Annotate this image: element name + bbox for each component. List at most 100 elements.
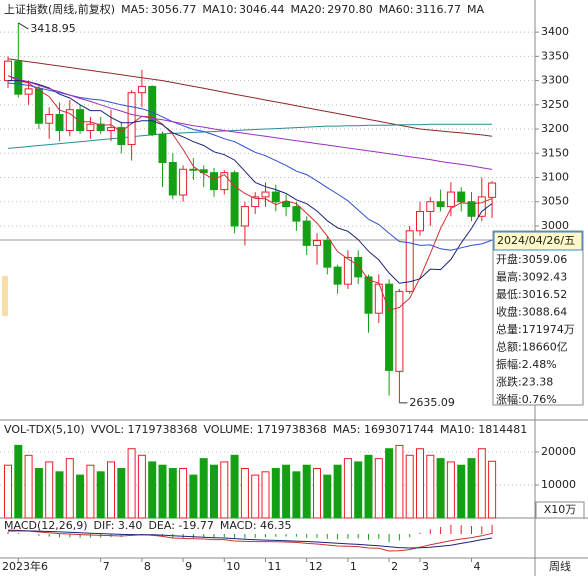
y-tick-label: 10000 xyxy=(541,478,576,491)
volume-bar xyxy=(189,474,198,519)
volume-bar xyxy=(302,464,311,519)
info-row: 涨幅:0.76% xyxy=(496,393,557,406)
candle-body xyxy=(220,172,229,191)
candle-body xyxy=(261,191,270,198)
candle-body xyxy=(405,230,414,292)
info-row: 总额:18660亿 xyxy=(496,340,568,354)
candle-body xyxy=(292,206,301,222)
max-label: 3418.95 xyxy=(30,22,76,35)
volume-bar xyxy=(179,468,188,519)
ma-line xyxy=(8,80,493,284)
volume-bar xyxy=(488,460,497,519)
candle-body xyxy=(446,191,455,208)
volume-header: VOLUME: 1719738368 xyxy=(204,423,327,436)
legend-value: 3116.77 xyxy=(415,3,461,16)
ma-line xyxy=(7,75,493,311)
candle-body xyxy=(240,206,249,227)
candle-body xyxy=(24,88,33,95)
x-tick-label: 1 xyxy=(350,560,357,573)
volume-bar xyxy=(137,454,146,519)
header-more: MA xyxy=(467,3,484,16)
volume-bar xyxy=(364,454,373,519)
info-row: 总量:171974万 xyxy=(496,322,575,336)
volume-bar xyxy=(343,458,352,519)
candle-body xyxy=(282,201,291,208)
volume-bar xyxy=(34,468,43,519)
x-tick-label: 2023年6 xyxy=(2,559,48,573)
grid: 3000 3050 3100 3150 3200 3250 3300 3350 3400 1000… xyxy=(0,25,576,573)
candle-body xyxy=(34,88,43,124)
candle-body xyxy=(158,133,167,163)
volume-header: VVOL: 1719738368 xyxy=(91,423,198,436)
min-label: 2635.09 xyxy=(409,396,455,409)
candle-body xyxy=(55,114,64,132)
volume-bar xyxy=(65,458,74,519)
volume-header: MA5: 1693071744 xyxy=(333,423,434,436)
ma-line xyxy=(7,123,493,149)
legend-name: MA20: xyxy=(291,3,326,16)
candle-body xyxy=(168,161,177,196)
candle-body xyxy=(426,201,435,212)
legend-value: 3056.77 xyxy=(151,3,197,16)
period: 周线 xyxy=(549,559,571,573)
legend-name: MA5: xyxy=(121,3,149,16)
volume-bar xyxy=(45,461,54,519)
candle-body xyxy=(457,191,466,203)
max-pointer xyxy=(18,22,29,30)
x-tick-label: 3 xyxy=(422,560,429,573)
candle-body xyxy=(65,109,74,132)
volume-bar xyxy=(210,464,218,519)
candle-body xyxy=(467,201,476,217)
x-tick-label: 12 xyxy=(309,560,323,573)
info-row: 振幅:2.48% xyxy=(496,357,557,371)
candle-body xyxy=(436,201,445,208)
volume-bar xyxy=(240,468,249,519)
candle-body xyxy=(117,127,126,146)
volume-bar xyxy=(86,464,95,519)
candle-body xyxy=(107,127,115,132)
volume-bar xyxy=(292,471,301,519)
info-date: 2024/04/26/五 xyxy=(497,234,575,247)
y-tick-label: 3350 xyxy=(541,49,569,62)
volume-bar xyxy=(323,474,332,519)
y-tick-label: 3200 xyxy=(541,122,569,135)
volume-bar xyxy=(117,468,126,519)
y-tick-label: 3100 xyxy=(541,171,569,184)
candle-body xyxy=(333,266,342,285)
volume-bar xyxy=(127,448,136,519)
volume-bar xyxy=(477,448,486,519)
x-tick-label: 8 xyxy=(144,560,151,573)
volume-bar xyxy=(96,471,105,519)
candle-body xyxy=(271,191,280,203)
candle-body xyxy=(488,182,497,198)
candle-body xyxy=(364,276,373,314)
volume-bar xyxy=(230,454,239,519)
side-handle[interactable] xyxy=(2,276,8,316)
x-tick-label: 11 xyxy=(268,560,282,573)
y-tick-label: 20000 xyxy=(541,445,576,458)
volume-bar xyxy=(354,461,363,519)
volume-bar xyxy=(199,458,208,519)
info-row: 收盘:3088.64 xyxy=(496,305,567,319)
candle-body xyxy=(179,168,188,196)
volume-bar xyxy=(395,444,404,519)
candle-body xyxy=(127,92,136,146)
candle-body xyxy=(416,210,424,232)
volume-bar xyxy=(282,464,291,519)
y-tick-label: 3400 xyxy=(541,25,569,38)
volume-bar xyxy=(261,471,270,519)
ma-line xyxy=(7,58,493,137)
y-tick-label: 3300 xyxy=(541,74,569,87)
volume-bar xyxy=(313,468,321,519)
info-row: 最高:3092.43 xyxy=(496,270,567,284)
candle-body xyxy=(343,256,352,285)
candle-body xyxy=(477,196,486,217)
candle-body xyxy=(148,85,157,135)
volume-bar xyxy=(24,454,33,519)
macd-header: MACD: 46.35 xyxy=(220,519,292,532)
volume-bar xyxy=(426,454,435,519)
legend-name: MA60: xyxy=(379,3,414,16)
volume-bar xyxy=(251,474,260,519)
candle-body xyxy=(313,240,321,246)
volume-bar xyxy=(148,461,157,519)
